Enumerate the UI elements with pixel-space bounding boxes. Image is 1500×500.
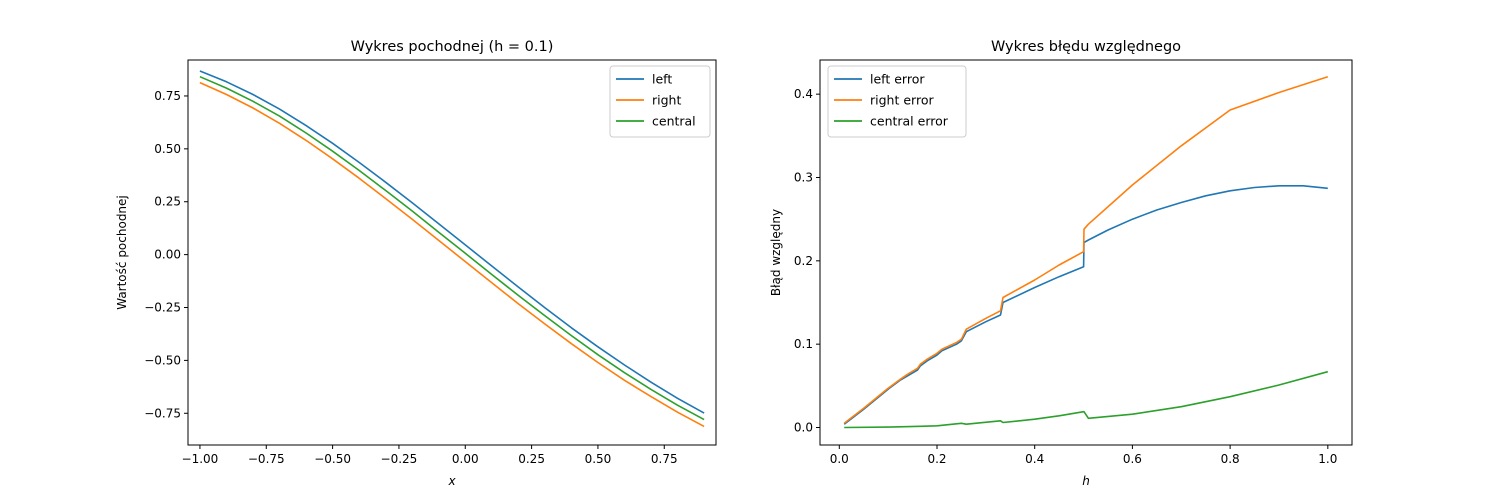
y-tick-label: −0.25: [144, 301, 181, 315]
x-tick-label: 0.00: [452, 452, 479, 466]
x-tick-label: 0.50: [585, 452, 612, 466]
y-tick-label: 0.50: [154, 142, 181, 156]
y-tick-label: 0.75: [154, 89, 181, 103]
y-tick-label: 0.0: [794, 421, 813, 435]
derivative-y-ticks: −0.75 −0.50 −0.25 0.00 0.25 0.50 0.75: [144, 89, 188, 420]
series-line-central: [199, 75, 705, 421]
y-tick-label: −0.50: [144, 353, 181, 367]
derivative-plot: −1.00 −0.75 −0.50 −0.25 0.00 0.25 0.50 0.75 −0.…: [115, 39, 717, 488]
y-tick-label: 0.4: [794, 87, 813, 101]
y-tick-label: 0.1: [794, 337, 813, 351]
derivative-x-ticks: −1.00 −0.75 −0.50 −0.25 0.00 0.25 0.50 0.75: [182, 445, 678, 466]
derivative-plot-frame: [187, 59, 717, 446]
error-legend: left error right error central error: [827, 65, 967, 138]
x-tick-label: 0.75: [651, 452, 678, 466]
x-tick-label: 0.25: [518, 452, 545, 466]
error-y-axis-label: Błąd względny: [769, 209, 783, 296]
derivative-plot-title: Wykres pochodnej (h = 0.1): [351, 39, 554, 55]
x-tick-label: −1.00: [182, 452, 219, 466]
legend-label: left error: [870, 72, 925, 87]
relative-error-plot: 0.0 0.2 0.4 0.6 0.8 1.0 0.0 0.1 0.2 0.3 0.4 Wykre…: [769, 39, 1353, 488]
y-tick-label: 0.3: [794, 171, 813, 185]
legend-label: right: [652, 93, 681, 108]
series-line-central-error: [844, 370, 1329, 429]
x-tick-label: 0.4: [1025, 452, 1044, 466]
relative-error-plot-title: Wykres błędu względnego: [991, 39, 1181, 55]
legend-label: right error: [870, 93, 934, 108]
y-tick-label: 0.2: [794, 254, 813, 268]
derivative-legend: left right central: [609, 65, 711, 138]
y-tick-label: −0.75: [144, 406, 181, 420]
series-line-left-error: [843, 185, 1328, 425]
derivative-x-axis-label: x: [447, 474, 456, 488]
x-tick-label: −0.75: [248, 452, 285, 466]
error-y-ticks: 0.0 0.1 0.2 0.3 0.4: [794, 87, 820, 435]
legend-label: central error: [870, 114, 949, 129]
error-x-axis-label: h: [1082, 474, 1090, 488]
x-tick-label: −0.50: [314, 452, 351, 466]
x-tick-label: 0.0: [830, 452, 849, 466]
relative-error-plot-frame: [819, 59, 1353, 446]
x-tick-label: 1.0: [1318, 452, 1337, 466]
legend-box: [827, 65, 967, 138]
legend-box: [609, 65, 711, 138]
series-line-right-error: [843, 75, 1329, 424]
series-line-right: [199, 81, 705, 428]
y-tick-label: 0.00: [154, 248, 181, 262]
legend-label: left: [652, 72, 672, 87]
series-line-left: [199, 70, 705, 414]
error-x-ticks: 0.0 0.2 0.4 0.6 0.8 1.0: [830, 445, 1337, 466]
x-tick-label: 0.2: [927, 452, 946, 466]
legend-label: central: [652, 114, 696, 129]
x-tick-label: 0.6: [1123, 452, 1142, 466]
derivative-y-axis-label: Wartość pochodnej: [115, 195, 129, 310]
y-tick-label: 0.25: [154, 195, 181, 209]
x-tick-label: −0.25: [381, 452, 418, 466]
x-tick-label: 0.8: [1221, 452, 1240, 466]
